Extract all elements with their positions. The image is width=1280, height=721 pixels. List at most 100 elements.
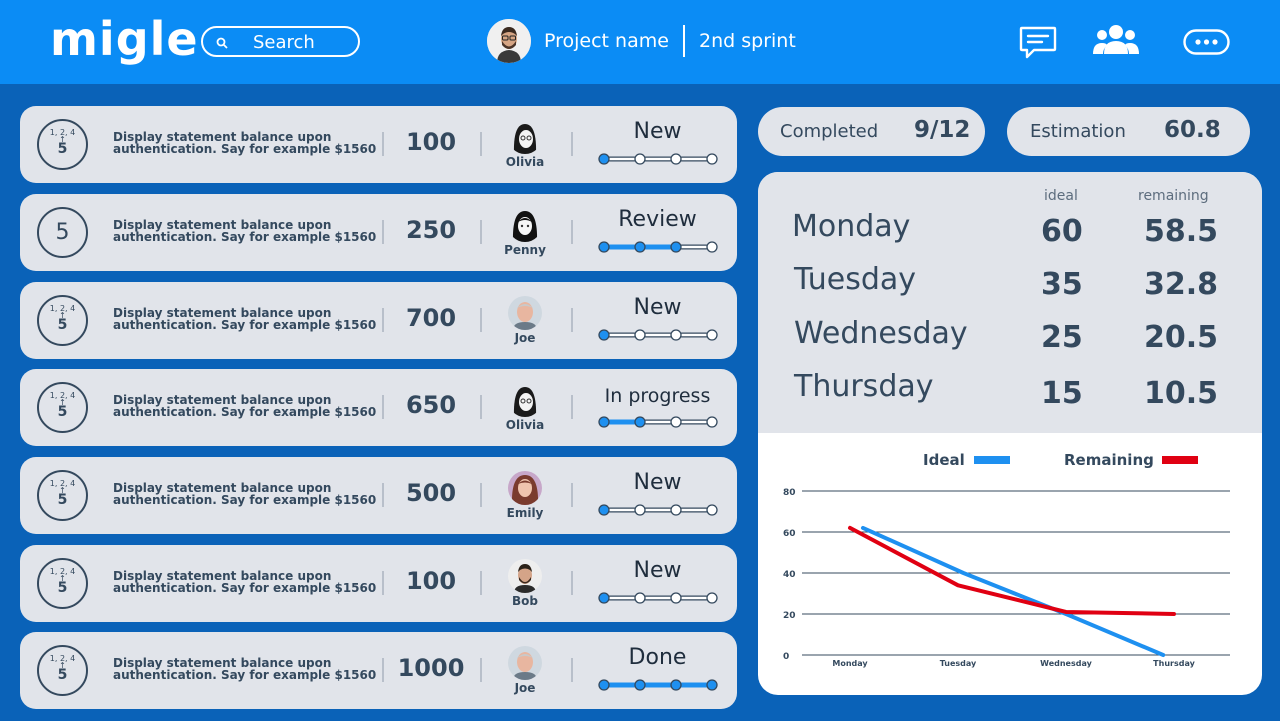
story-points-badge: 1, 2, 4 ↑ 5 xyxy=(37,119,88,170)
x-tick-label: Monday xyxy=(832,659,868,668)
divider xyxy=(382,308,384,332)
ideal-value: 25 xyxy=(1041,320,1083,355)
assignee[interactable]: Olivia xyxy=(495,120,555,169)
status-label[interactable]: Done xyxy=(628,645,687,670)
divider xyxy=(382,395,384,419)
burndown-panel: ideal remaining Monday 60 58.5 Tuesday 3… xyxy=(758,172,1262,695)
divider xyxy=(480,483,482,507)
x-tick-label: Thursday xyxy=(1153,659,1195,668)
task-value: 100 xyxy=(405,567,457,595)
status-label[interactable]: New xyxy=(633,558,682,583)
status-label[interactable]: In progress xyxy=(604,385,711,407)
legend-ideal-label: Ideal xyxy=(923,451,965,469)
more-icon[interactable] xyxy=(1183,29,1230,55)
assignee[interactable]: Penny xyxy=(495,208,555,257)
progress-step xyxy=(598,416,610,428)
task-card[interactable]: 1, 2, 4 ↑ 5 Display statement balance upon… xyxy=(20,282,737,359)
sprint-name[interactable]: 2nd sprint xyxy=(699,30,796,52)
avatar xyxy=(508,120,542,154)
remaining-value: 10.5 xyxy=(1144,376,1219,411)
task-description: Display statement balance upon authentic… xyxy=(113,130,377,156)
status-label[interactable]: New xyxy=(633,119,682,144)
divider xyxy=(571,483,573,507)
ideal-value: 35 xyxy=(1041,267,1083,302)
task-card[interactable]: 1, 2, 4 ↑ 5 Display statement balance upon… xyxy=(20,632,737,709)
estimation-value: 60.8 xyxy=(1164,117,1221,143)
status-label[interactable]: Review xyxy=(618,207,697,232)
divider xyxy=(382,132,384,156)
task-card[interactable]: 5 Display statement balance upon authent… xyxy=(20,194,737,271)
assignee[interactable]: Joe xyxy=(495,296,555,345)
legend-remaining-swatch xyxy=(1162,456,1198,464)
progress-track[interactable] xyxy=(598,240,718,254)
story-points-badge: 1, 2, 4 ↑ 5 xyxy=(37,470,88,521)
assignee[interactable]: Olivia xyxy=(495,383,555,432)
progress-track[interactable] xyxy=(598,152,718,166)
progress-step xyxy=(670,241,682,253)
remaining-value: 58.5 xyxy=(1144,214,1219,249)
burndown-table: ideal remaining Monday 60 58.5 Tuesday 3… xyxy=(758,172,1262,433)
progress-track[interactable] xyxy=(598,415,718,429)
progress-step xyxy=(634,241,646,253)
progress-step xyxy=(598,679,610,691)
story-points-badge: 1, 2, 4 ↑ 5 xyxy=(37,295,88,346)
assignee[interactable]: Emily xyxy=(495,471,555,520)
progress-step xyxy=(706,679,718,691)
x-tick-label: Wednesday xyxy=(1040,659,1092,668)
divider xyxy=(480,658,482,682)
task-card[interactable]: 1, 2, 4 ↑ 5 Display statement balance upon… xyxy=(20,457,737,534)
y-tick-label: 40 xyxy=(783,570,796,580)
user-avatar[interactable] xyxy=(487,19,531,63)
assignee[interactable]: Joe xyxy=(495,646,555,695)
progress-step xyxy=(670,153,682,165)
progress-track[interactable] xyxy=(598,591,718,605)
completed-pill: Completed 9/12 xyxy=(758,107,985,156)
progress-track[interactable] xyxy=(598,503,718,517)
column-header-ideal: ideal xyxy=(1044,188,1078,204)
x-tick-label: Tuesday xyxy=(940,659,977,668)
app-logo[interactable]: migle xyxy=(50,12,199,66)
divider xyxy=(571,658,573,682)
progress-step xyxy=(598,329,610,341)
divider xyxy=(571,395,573,419)
avatar xyxy=(508,383,542,417)
assignee-name: Olivia xyxy=(505,155,545,169)
divider xyxy=(382,658,384,682)
search-placeholder: Search xyxy=(253,32,315,53)
progress-track[interactable] xyxy=(598,328,718,342)
task-value: 700 xyxy=(405,304,457,332)
task-card[interactable]: 1, 2, 4 ↑ 5 Display statement balance upon… xyxy=(20,369,737,446)
progress-step xyxy=(706,416,718,428)
assignee-name: Joe xyxy=(514,331,536,345)
assignee-name: Penny xyxy=(504,243,546,257)
task-card[interactable]: 1, 2, 4 ↑ 5 Display statement balance upon… xyxy=(20,545,737,622)
divider xyxy=(480,571,482,595)
team-icon[interactable] xyxy=(1091,22,1141,58)
task-card[interactable]: 1, 2, 4 ↑ 5 Display statement balance upon… xyxy=(20,106,737,183)
task-value: 500 xyxy=(405,479,457,507)
progress-step xyxy=(706,329,718,341)
divider xyxy=(571,132,573,156)
status-label[interactable]: New xyxy=(633,295,682,320)
completed-label: Completed xyxy=(780,121,879,142)
arrow-up-icon: ↑ xyxy=(59,486,66,495)
progress-step xyxy=(634,329,646,341)
status-label[interactable]: New xyxy=(633,470,682,495)
progress-track[interactable] xyxy=(598,678,718,692)
day-label: Monday xyxy=(792,209,911,244)
chat-icon[interactable] xyxy=(1019,26,1057,60)
project-name[interactable]: Project name xyxy=(544,30,669,52)
progress-step xyxy=(706,592,718,604)
divider xyxy=(382,483,384,507)
y-tick-label: 20 xyxy=(783,611,796,621)
task-description: Display statement balance upon authentic… xyxy=(113,393,377,419)
assignee-name: Bob xyxy=(512,594,538,608)
search-input[interactable]: Search xyxy=(201,26,360,57)
ideal-value: 60 xyxy=(1041,214,1083,249)
story-points-badge: 1, 2, 4 ↑ 5 xyxy=(37,645,88,696)
assignee-name: Olivia xyxy=(505,418,545,432)
y-tick-label: 60 xyxy=(783,529,796,539)
divider xyxy=(571,220,573,244)
task-description: Display statement balance upon authentic… xyxy=(113,218,377,244)
assignee[interactable]: Bob xyxy=(495,559,555,608)
